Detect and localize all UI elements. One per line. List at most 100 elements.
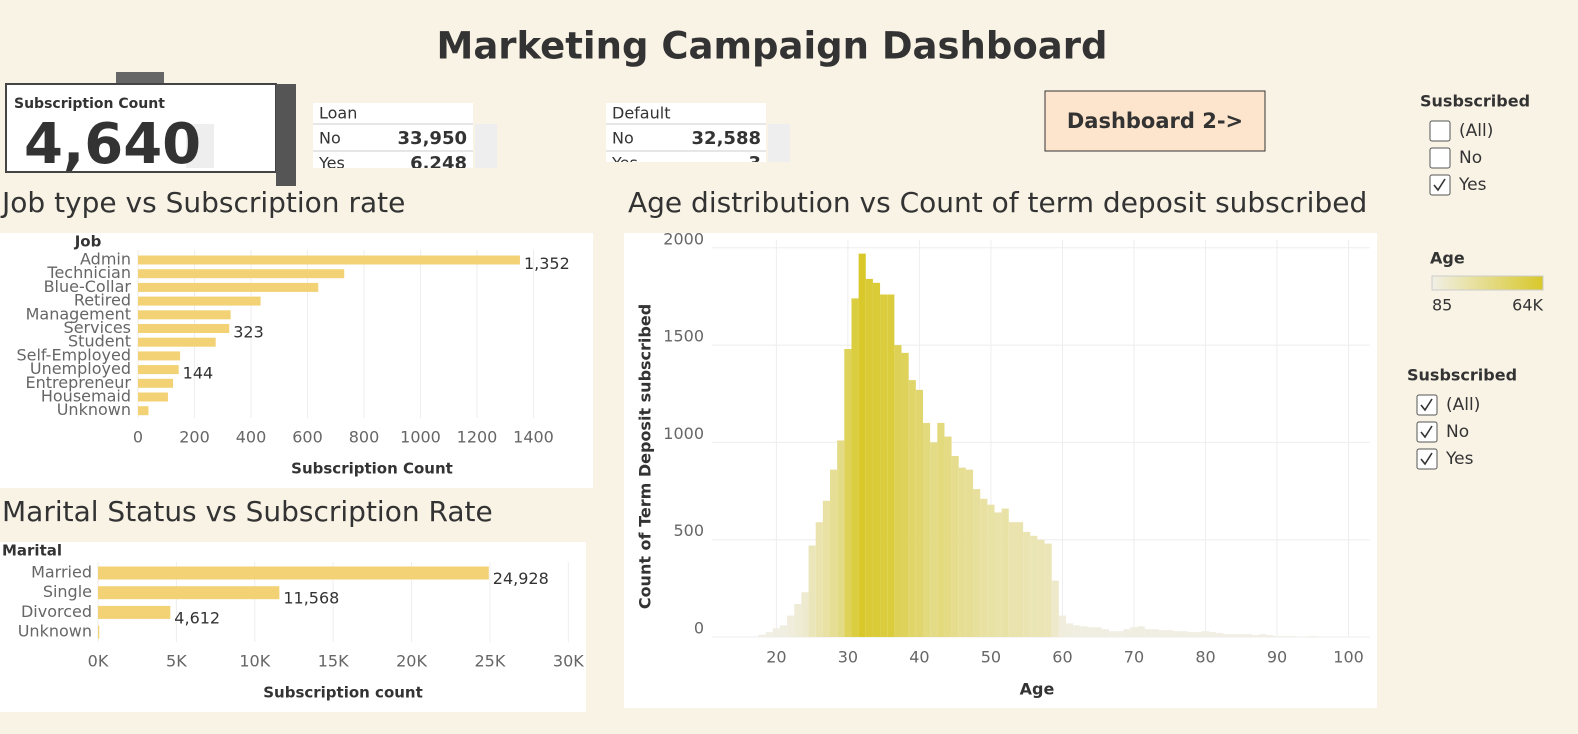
bar — [1001, 508, 1009, 637]
check-mark — [1420, 452, 1433, 466]
bar — [138, 378, 174, 388]
bar — [994, 512, 1002, 637]
data-label: 11,568 — [283, 589, 339, 608]
bar — [851, 298, 859, 637]
bar — [801, 592, 809, 637]
bar — [1130, 627, 1138, 637]
x-axis-title: Subscription count — [263, 684, 423, 702]
bar — [138, 255, 520, 265]
y-tick-label: 2000 — [663, 229, 704, 248]
bar — [1159, 630, 1167, 637]
checkbox[interactable] — [1429, 147, 1451, 169]
y-tick-label: Student — [68, 332, 131, 351]
data-label: 323 — [233, 323, 264, 342]
bar — [1137, 626, 1145, 637]
bar — [1073, 625, 1081, 637]
filter-option[interactable]: (All) — [1459, 121, 1493, 141]
chart-title: Age distribution vs Count of term deposi… — [628, 186, 1367, 219]
x-tick-label: 20K — [396, 652, 427, 671]
x-axis-title: Age — [1020, 680, 1055, 699]
bar — [138, 324, 230, 333]
drag-handle[interactable] — [116, 72, 164, 84]
dashboard-title: Marketing Campaign Dashboard — [437, 25, 1108, 68]
bar — [1108, 631, 1117, 637]
bar — [779, 625, 788, 637]
x-tick-label: 50 — [981, 648, 1001, 667]
bar — [958, 467, 966, 637]
x-tick-label: 600 — [292, 428, 323, 447]
bar — [1008, 522, 1016, 637]
table-bg — [606, 103, 766, 162]
checkbox[interactable] — [1416, 448, 1438, 470]
bar — [930, 442, 938, 637]
table-cell: 32,588 — [692, 128, 761, 149]
x-tick-label: 1400 — [513, 428, 554, 447]
bar — [894, 345, 902, 637]
x-tick-label: 90 — [1267, 648, 1287, 667]
table-scroll — [475, 124, 497, 168]
bar — [1237, 634, 1245, 637]
check-mark — [1420, 425, 1433, 439]
y-tick-label: Self-Employed — [16, 345, 131, 364]
table-scroll — [768, 124, 790, 162]
bar — [1302, 636, 1310, 637]
bar — [1123, 629, 1131, 637]
x-tick-label: 10K — [239, 652, 270, 671]
bar — [1094, 627, 1102, 637]
data-label: 144 — [183, 364, 214, 383]
table-cell: Yes — [318, 154, 345, 173]
bar — [951, 456, 959, 637]
table-title: Default — [612, 104, 670, 123]
filter-option[interactable]: (All) — [1446, 395, 1480, 415]
nav-button[interactable]: Dashboard 2-> — [1044, 90, 1266, 152]
x-tick-label: 80 — [1195, 648, 1215, 667]
button-bg[interactable] — [1044, 90, 1266, 152]
bar — [837, 440, 845, 637]
x-tick-label: 800 — [349, 428, 380, 447]
bar — [138, 310, 231, 320]
checkbox[interactable] — [1416, 421, 1438, 443]
y-tick-label: 1000 — [663, 424, 704, 443]
bar — [1087, 627, 1095, 637]
data-label: 4,612 — [174, 608, 220, 627]
bar — [965, 469, 974, 637]
kpi-label: Subscription Count — [14, 96, 165, 112]
checkbox[interactable] — [1429, 120, 1451, 142]
filter-option[interactable]: No — [1459, 148, 1482, 168]
table-cell: 3 — [748, 153, 761, 174]
x-tick-label: 200 — [179, 428, 210, 447]
bar — [844, 348, 852, 637]
legend-ramp — [1431, 275, 1544, 291]
filter-option[interactable]: No — [1446, 422, 1469, 442]
table-cell: Yes — [611, 154, 638, 173]
bar — [822, 500, 831, 637]
x-tick-label: 40 — [909, 648, 929, 667]
legend-max: 64K — [1512, 296, 1543, 315]
y-tick-label: Services — [64, 318, 131, 337]
filter-option[interactable]: Yes — [1445, 449, 1474, 469]
bar — [887, 294, 895, 637]
button-label[interactable]: Dashboard 2-> — [1067, 109, 1243, 133]
chart-title: Marital Status vs Subscription Rate — [2, 495, 493, 528]
bar — [1201, 631, 1210, 637]
kpi-toolbar[interactable] — [276, 84, 296, 186]
x-tick-label: 60 — [1052, 648, 1072, 667]
bar — [138, 296, 261, 306]
checkbox[interactable] — [1429, 174, 1451, 196]
data-label: 24,928 — [493, 569, 549, 588]
x-tick-label: 70 — [1124, 648, 1144, 667]
y-axis-title: Count of Term Deposit subscribed — [636, 304, 655, 609]
y-tick-label: Management — [26, 304, 131, 323]
checkbox[interactable] — [1416, 394, 1438, 416]
bar — [1116, 631, 1124, 637]
y-tick-label: Blue-Collar — [44, 277, 132, 296]
bar — [98, 625, 100, 639]
filter-option[interactable]: Yes — [1458, 175, 1487, 195]
y-tick-label: 1500 — [663, 327, 704, 346]
x-tick-label: 1200 — [457, 428, 498, 447]
y-tick-label: Married — [31, 563, 92, 582]
bar — [758, 634, 766, 637]
data-label: 1,352 — [524, 254, 570, 273]
